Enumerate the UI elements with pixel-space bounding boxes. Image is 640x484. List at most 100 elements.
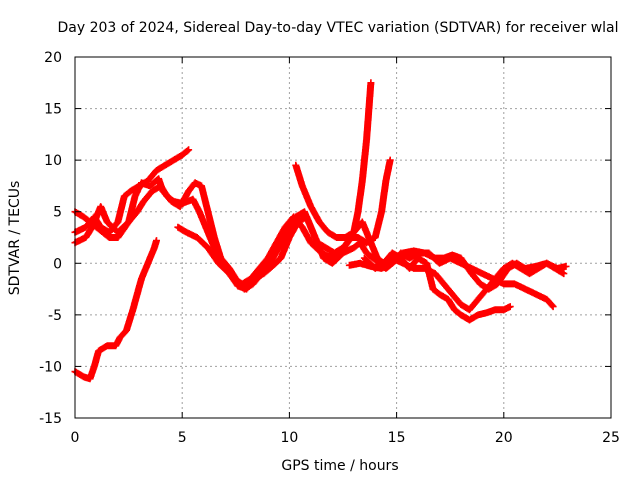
y-tick-label: -15 xyxy=(39,411,62,427)
y-tick-label: 0 xyxy=(53,256,62,272)
chart-title: Day 203 of 2024, Sidereal Day-to-day VTE… xyxy=(57,20,618,36)
data-point xyxy=(280,257,282,259)
data-point xyxy=(91,226,93,228)
data-point xyxy=(509,306,511,308)
data-point xyxy=(198,211,200,213)
data-point xyxy=(138,185,140,187)
data-point xyxy=(494,278,496,280)
data-point xyxy=(385,180,387,182)
data-point xyxy=(434,257,436,259)
data-point xyxy=(278,247,280,249)
data-point xyxy=(453,309,456,311)
data-point xyxy=(123,195,125,197)
data-point xyxy=(333,252,336,254)
data-point xyxy=(188,149,190,151)
data-point xyxy=(391,257,393,259)
data-point xyxy=(143,200,145,202)
data-point xyxy=(361,221,363,223)
data-point xyxy=(524,267,526,270)
data-point xyxy=(89,378,91,380)
data-point xyxy=(503,309,505,311)
data-point xyxy=(173,159,175,161)
data-point xyxy=(370,82,372,84)
data-point xyxy=(471,273,473,275)
data-point xyxy=(164,164,166,166)
data-point xyxy=(132,309,134,311)
data-point xyxy=(267,257,269,259)
data-point xyxy=(82,216,85,218)
data-point xyxy=(119,336,121,339)
data-point xyxy=(357,211,359,213)
data-point xyxy=(503,283,505,285)
data-point xyxy=(151,190,153,192)
data-point xyxy=(207,211,209,213)
data-point xyxy=(134,195,136,197)
data-point xyxy=(391,262,393,264)
data-point xyxy=(451,254,453,256)
data-point xyxy=(477,314,479,316)
series-track-6 xyxy=(292,161,568,314)
data-point xyxy=(108,231,110,233)
data-points xyxy=(71,79,570,383)
data-point xyxy=(380,267,383,270)
x-tick-label: 25 xyxy=(602,430,620,446)
data-point xyxy=(220,257,222,259)
data-point xyxy=(413,250,415,252)
data-point xyxy=(136,211,138,213)
data-point xyxy=(370,265,372,267)
data-point xyxy=(460,303,462,306)
data-point xyxy=(528,273,531,275)
data-point xyxy=(477,298,479,300)
data-point xyxy=(479,283,481,285)
data-point xyxy=(85,226,87,228)
data-point xyxy=(325,247,327,249)
data-point xyxy=(125,329,128,331)
x-tick-label: 20 xyxy=(495,430,513,446)
data-point xyxy=(188,190,190,192)
data-point xyxy=(359,242,361,244)
data-point xyxy=(426,262,428,264)
data-point xyxy=(438,293,441,295)
data-point xyxy=(434,273,436,275)
data-point xyxy=(301,185,303,187)
data-point xyxy=(130,190,132,192)
data-point xyxy=(383,262,385,264)
data-point xyxy=(376,257,378,259)
data-point xyxy=(391,252,393,254)
data-point xyxy=(117,236,119,239)
data-point xyxy=(200,185,203,187)
data-point xyxy=(269,262,271,264)
data-point xyxy=(93,216,95,218)
data-point xyxy=(93,365,95,368)
data-point xyxy=(361,180,363,182)
data-point xyxy=(207,247,209,249)
axis-ticks: 0 5 10 15 20 25 -15 -10 -5 0 5 10 15 20 xyxy=(39,50,620,446)
data-point xyxy=(413,267,415,270)
data-point xyxy=(365,252,368,254)
data-point xyxy=(402,252,404,254)
data-point xyxy=(372,257,374,259)
x-tick-label: 10 xyxy=(280,430,298,446)
data-point xyxy=(218,262,220,264)
data-point xyxy=(357,236,359,239)
data-point xyxy=(128,221,130,223)
data-point xyxy=(432,288,434,290)
data-point xyxy=(263,273,265,275)
data-point xyxy=(389,159,391,161)
data-point xyxy=(447,298,449,300)
data-point xyxy=(374,236,376,239)
data-point xyxy=(535,265,537,267)
data-point xyxy=(359,262,361,264)
data-point xyxy=(546,262,548,264)
data-point xyxy=(513,283,516,285)
data-point xyxy=(153,247,155,249)
data-point xyxy=(303,211,306,213)
data-point xyxy=(468,309,471,311)
data-point xyxy=(305,216,308,218)
data-point xyxy=(301,226,303,228)
data-point xyxy=(481,273,483,275)
data-point xyxy=(524,288,526,290)
data-point xyxy=(503,267,505,270)
data-point xyxy=(155,169,158,172)
